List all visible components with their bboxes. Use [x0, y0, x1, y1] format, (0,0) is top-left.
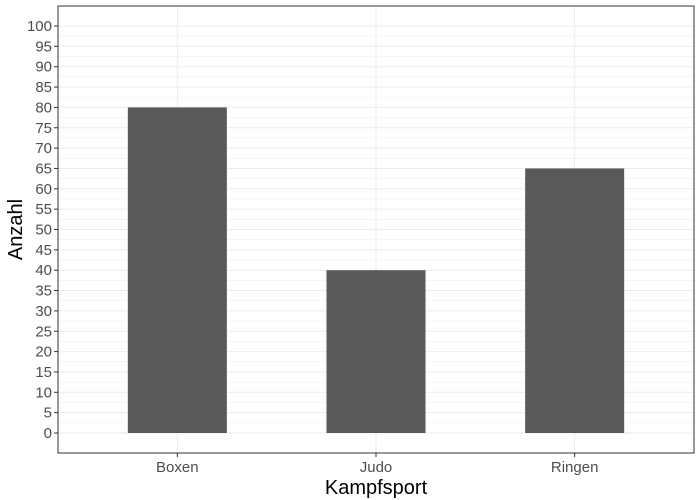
y-axis-title: Anzahl — [5, 199, 27, 260]
y-tick-label: 55 — [35, 201, 52, 218]
y-tick-label: 20 — [35, 344, 52, 361]
y-tick-label: 15 — [35, 364, 52, 381]
x-axis: Boxen Judo Ringen — [156, 453, 598, 476]
y-tick-label: 80 — [35, 99, 52, 116]
bar-boxen — [127, 107, 227, 434]
y-tick-label: 95 — [35, 38, 52, 55]
y-tick-label: 45 — [35, 242, 52, 259]
bars — [127, 107, 625, 434]
y-tick-label: 10 — [35, 384, 52, 401]
y-tick-label: 25 — [35, 323, 52, 340]
x-axis-title: Kampfsport — [325, 477, 428, 499]
y-tick-label: 0 — [44, 425, 52, 442]
y-tick-label: 60 — [35, 181, 52, 198]
bar-judo — [326, 270, 426, 433]
y-tick-label: 85 — [35, 79, 52, 96]
y-tick-label: 30 — [35, 303, 52, 320]
x-tick-label: Judo — [360, 459, 393, 476]
y-tick-label: 5 — [44, 405, 52, 422]
y-tick-label: 70 — [35, 140, 52, 157]
x-tick-label: Ringen — [551, 459, 599, 476]
y-tick-label: 75 — [35, 120, 52, 137]
y-tick-label: 40 — [35, 262, 52, 279]
bar-ringen — [525, 168, 625, 433]
y-tick-label: 35 — [35, 283, 52, 300]
x-tick-label: Boxen — [156, 459, 199, 476]
y-axis: 0 5 10 15 20 25 30 35 40 45 50 55 60 65 70 75 80 85 90 95 10… — [27, 18, 58, 442]
y-tick-label: 90 — [35, 59, 52, 76]
y-tick-label: 65 — [35, 160, 52, 177]
y-tick-label: 100 — [27, 18, 52, 35]
y-tick-label: 50 — [35, 222, 52, 239]
